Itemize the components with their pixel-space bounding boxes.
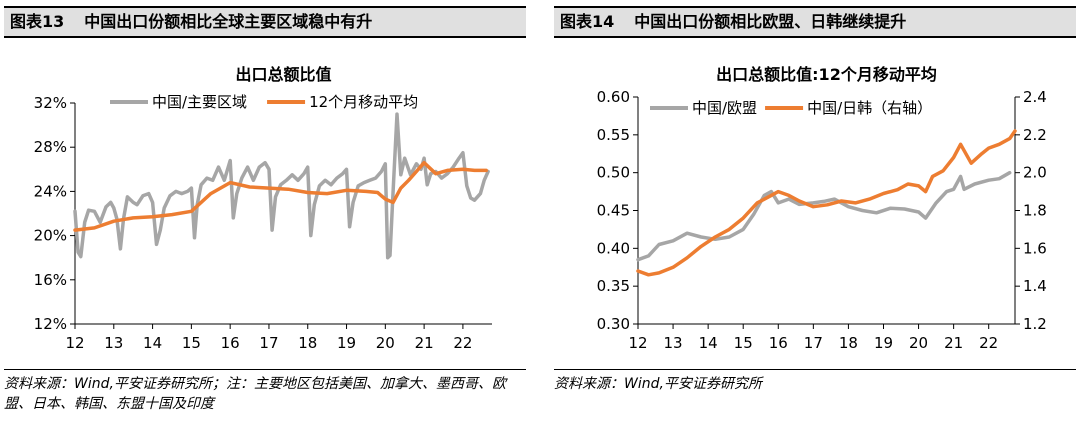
x-tick-label: 14 xyxy=(143,334,162,352)
legend-label: 中国/欧盟 xyxy=(692,99,757,117)
x-tick-label: 17 xyxy=(804,334,823,352)
y-tick-label: 24% xyxy=(34,182,67,200)
y-tick-label: 12% xyxy=(34,315,67,333)
legend-label: 中国/日韩（右轴） xyxy=(807,99,932,117)
y-tick-label: 0.35 xyxy=(597,277,630,295)
series-line xyxy=(636,170,1012,262)
y-tick-label: 0.50 xyxy=(597,164,630,182)
x-tick-label: 16 xyxy=(769,334,788,352)
y2-tick-label: 2.4 xyxy=(1023,88,1047,106)
x-tick-label: 22 xyxy=(453,334,472,352)
y2-tick-label: 1.2 xyxy=(1023,315,1047,333)
y-tick-label: 28% xyxy=(34,138,67,156)
y-tick-label: 0.55 xyxy=(597,126,630,144)
x-tick-label: 12 xyxy=(65,334,84,352)
x-tick-label: 12 xyxy=(628,334,647,352)
chart-title: 出口总额比值 xyxy=(235,65,331,84)
x-tick-label: 20 xyxy=(376,334,395,352)
figure-heading: 中国出口份额相比欧盟、日韩继续提升 xyxy=(634,12,907,31)
y2-tick-label: 1.6 xyxy=(1023,239,1047,257)
x-tick-label: 15 xyxy=(734,334,753,352)
figure-number: 图表14 xyxy=(560,12,615,31)
x-tick-label: 19 xyxy=(337,334,356,352)
x-tick-label: 13 xyxy=(664,334,683,352)
x-tick-label: 15 xyxy=(182,334,201,352)
source-note: 资料来源：Wind,平安证券研究所；注：主要地区包括美国、加拿大、墨西哥、欧盟、… xyxy=(4,369,526,414)
y-tick-label: 0.30 xyxy=(597,315,630,333)
series-line xyxy=(73,160,488,232)
legend-label: 中国/主要区域 xyxy=(152,93,247,111)
x-tick-label: 17 xyxy=(259,334,278,352)
x-tick-label: 21 xyxy=(944,334,963,352)
series-line xyxy=(73,112,490,260)
chart-title: 出口总额比值:12个月移动平均 xyxy=(716,65,937,84)
series-line xyxy=(636,129,1017,277)
x-tick-label: 18 xyxy=(839,334,858,352)
panel-title: 图表13 中国出口份额相比全球主要区域稳中有升 xyxy=(4,6,526,38)
figure-heading: 中国出口份额相比全球主要区域稳中有升 xyxy=(84,12,373,31)
figure-number: 图表13 xyxy=(10,12,65,31)
x-tick-label: 20 xyxy=(909,334,928,352)
x-tick-label: 14 xyxy=(699,334,718,352)
y-tick-label: 0.60 xyxy=(597,88,630,106)
left-chart: 出口总额比值 12% 16% 20% 24% 28% 32% 12 13 14 15 16 17 18 19… xyxy=(34,65,492,352)
x-tick-label: 21 xyxy=(415,334,434,352)
source-note: 资料来源：Wind,平安证券研究所 xyxy=(554,369,1076,394)
legend-label: 12个月移动平均 xyxy=(309,93,418,111)
right-panel: 图表14 中国出口份额相比欧盟、日韩继续提升 出口总额比值:12个月移动平均 0.3… xyxy=(550,0,1080,424)
x-tick-label: 22 xyxy=(979,334,998,352)
y-tick-label: 32% xyxy=(34,94,67,112)
y2-tick-label: 2.0 xyxy=(1023,164,1047,182)
y2-tick-label: 2.2 xyxy=(1023,126,1047,144)
x-tick-label: 19 xyxy=(874,334,893,352)
y2-tick-label: 1.8 xyxy=(1023,202,1047,220)
x-tick-label: 13 xyxy=(104,334,123,352)
left-panel: 图表13 中国出口份额相比全球主要区域稳中有升 出口总额比值 12% 16% 20% 24… xyxy=(0,0,530,424)
y-tick-label: 16% xyxy=(34,271,67,289)
right-chart: 出口总额比值:12个月移动平均 0.30 0.35 0.40 0.45 0.50 0.55 0… xyxy=(597,65,1047,352)
y-tick-label: 0.40 xyxy=(597,239,630,257)
x-tick-label: 18 xyxy=(298,334,317,352)
y-tick-label: 20% xyxy=(34,227,67,245)
x-tick-label: 16 xyxy=(221,334,240,352)
panel-title: 图表14 中国出口份额相比欧盟、日韩继续提升 xyxy=(554,6,1076,38)
y2-tick-label: 1.4 xyxy=(1023,277,1047,295)
y-tick-label: 0.45 xyxy=(597,202,630,220)
